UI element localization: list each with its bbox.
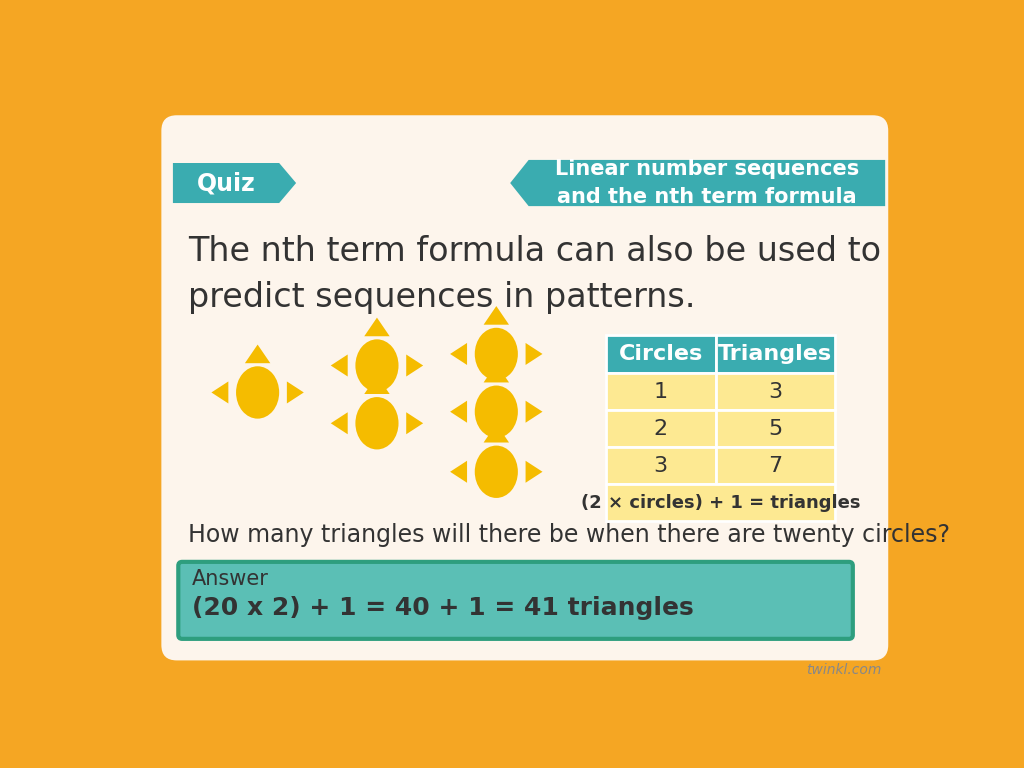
- Ellipse shape: [475, 386, 518, 438]
- FancyBboxPatch shape: [716, 335, 836, 373]
- Ellipse shape: [475, 445, 518, 498]
- Polygon shape: [451, 461, 467, 483]
- Ellipse shape: [475, 328, 518, 380]
- Text: The nth term formula can also be used to
predict sequences in patterns.: The nth term formula can also be used to…: [188, 234, 882, 313]
- FancyBboxPatch shape: [178, 562, 853, 639]
- Polygon shape: [483, 424, 509, 442]
- FancyBboxPatch shape: [716, 410, 836, 447]
- Polygon shape: [510, 160, 885, 206]
- Ellipse shape: [355, 339, 398, 392]
- FancyBboxPatch shape: [605, 373, 716, 410]
- Text: Linear number sequences
and the nth term formula: Linear number sequences and the nth term…: [555, 159, 859, 207]
- Polygon shape: [173, 163, 296, 203]
- Polygon shape: [407, 412, 423, 434]
- Text: How many triangles will there be when there are twenty circles?: How many triangles will there be when th…: [188, 523, 950, 547]
- FancyBboxPatch shape: [716, 447, 836, 484]
- Polygon shape: [365, 318, 390, 336]
- Text: Answer: Answer: [193, 569, 269, 589]
- Polygon shape: [525, 343, 543, 365]
- Text: 1: 1: [653, 382, 668, 402]
- Text: Circles: Circles: [618, 344, 702, 364]
- Text: 3: 3: [768, 382, 782, 402]
- Polygon shape: [483, 364, 509, 382]
- Text: 2: 2: [653, 419, 668, 439]
- Polygon shape: [451, 401, 467, 422]
- FancyBboxPatch shape: [605, 410, 716, 447]
- Text: 3: 3: [653, 455, 668, 475]
- FancyBboxPatch shape: [605, 335, 716, 373]
- Polygon shape: [365, 376, 390, 394]
- Ellipse shape: [355, 397, 398, 449]
- FancyBboxPatch shape: [716, 373, 836, 410]
- Polygon shape: [451, 343, 467, 365]
- Text: Quiz: Quiz: [197, 171, 255, 195]
- Polygon shape: [483, 306, 509, 325]
- FancyBboxPatch shape: [605, 484, 836, 521]
- FancyBboxPatch shape: [162, 115, 888, 660]
- Polygon shape: [407, 355, 423, 376]
- Polygon shape: [525, 401, 543, 422]
- FancyBboxPatch shape: [605, 447, 716, 484]
- Text: 5: 5: [768, 419, 782, 439]
- Text: (20 x 2) + 1 = 40 + 1 = 41 triangles: (20 x 2) + 1 = 40 + 1 = 41 triangles: [193, 596, 694, 620]
- Polygon shape: [331, 412, 348, 434]
- Polygon shape: [211, 382, 228, 403]
- Polygon shape: [331, 355, 348, 376]
- Polygon shape: [287, 382, 304, 403]
- Text: 7: 7: [768, 455, 782, 475]
- Text: (2 × circles) + 1 = triangles: (2 × circles) + 1 = triangles: [581, 494, 860, 511]
- Ellipse shape: [237, 366, 280, 419]
- Polygon shape: [245, 345, 270, 363]
- Text: twinkl.com: twinkl.com: [806, 663, 882, 677]
- Text: Triangles: Triangles: [719, 344, 833, 364]
- Polygon shape: [525, 461, 543, 483]
